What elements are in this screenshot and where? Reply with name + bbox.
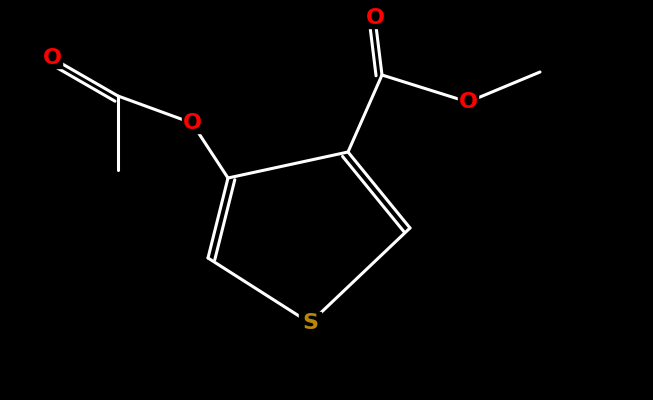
Text: O: O bbox=[182, 113, 202, 133]
Text: O: O bbox=[458, 92, 477, 112]
Bar bbox=[458, 92, 478, 112]
Bar bbox=[365, 8, 385, 28]
Bar bbox=[182, 113, 202, 133]
Bar bbox=[299, 312, 321, 334]
Text: S: S bbox=[302, 313, 318, 333]
Text: O: O bbox=[366, 8, 385, 28]
Bar bbox=[42, 48, 62, 68]
Text: O: O bbox=[42, 48, 61, 68]
